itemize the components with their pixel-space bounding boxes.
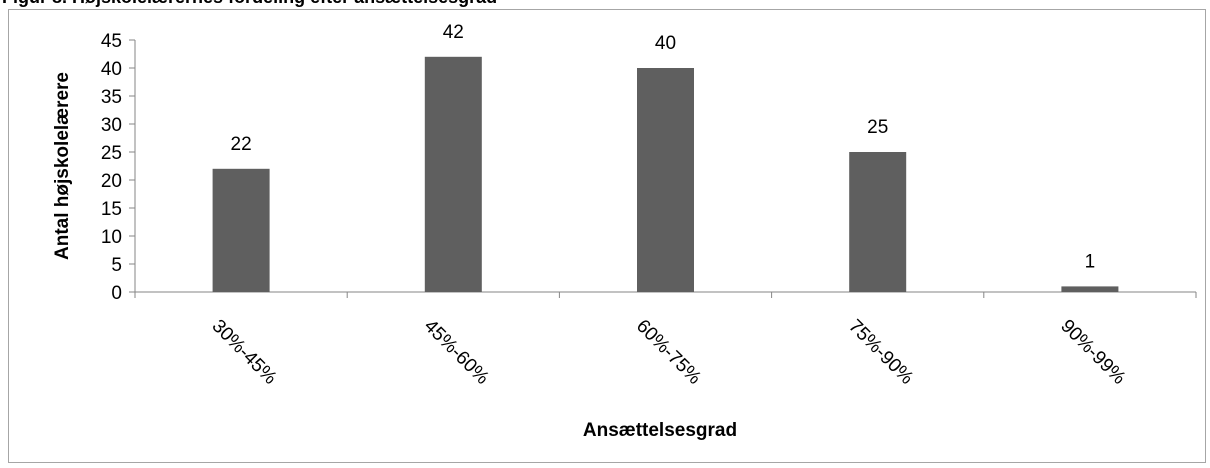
figure-caption-text: Figur 8. Højskolelærernes fordeling efte…: [2, 0, 497, 8]
y-tick-label: 10: [101, 227, 122, 248]
chart-frame: [8, 9, 1206, 463]
bar-30%-45%: [212, 168, 270, 292]
x-tick-label: 45%-60%: [420, 316, 493, 389]
bar-90%-99%: [1061, 286, 1119, 292]
x-axis: 30%-45% 45%-60% 60%-75% 75%-90% 90%-99%: [134, 291, 1197, 389]
x-tick-label: 75%-90%: [844, 316, 917, 389]
y-axis: 0 5 10 15 20 25 30 35 40 45: [101, 31, 136, 304]
y-tick-label: 30: [101, 115, 122, 136]
y-tick-label: 35: [101, 87, 122, 108]
data-label: 1: [1085, 251, 1096, 272]
x-tick-label: 30%-45%: [208, 316, 281, 389]
data-label: 25: [867, 117, 888, 138]
x-tick-label: 60%-75%: [632, 316, 705, 389]
data-label: 40: [655, 33, 676, 54]
data-label: 22: [231, 134, 252, 155]
x-axis-title: Ansættelsesgrad: [583, 420, 737, 441]
bar-45%-60%: [424, 56, 482, 292]
y-tick-label: 15: [101, 199, 122, 220]
y-tick-label: 5: [111, 255, 122, 276]
y-tick-label: 0: [111, 283, 122, 304]
y-axis-title: Antal højskolelærere: [52, 72, 73, 260]
bars: [212, 56, 1119, 292]
x-tick-label: 90%-99%: [1056, 316, 1129, 389]
figure-caption: Figur 8. Højskolelærernes fordeling efte…: [0, 0, 1210, 8]
bar-75%-90%: [849, 152, 907, 292]
y-tick-label: 20: [101, 171, 122, 192]
bar-60%-75%: [637, 68, 694, 292]
data-label: 42: [443, 22, 464, 43]
data-labels: 22 42 40 25 1: [231, 22, 1096, 273]
y-tick-label: 25: [101, 143, 122, 164]
y-tick-label: 40: [101, 59, 122, 80]
y-tick-label: 45: [101, 31, 122, 52]
